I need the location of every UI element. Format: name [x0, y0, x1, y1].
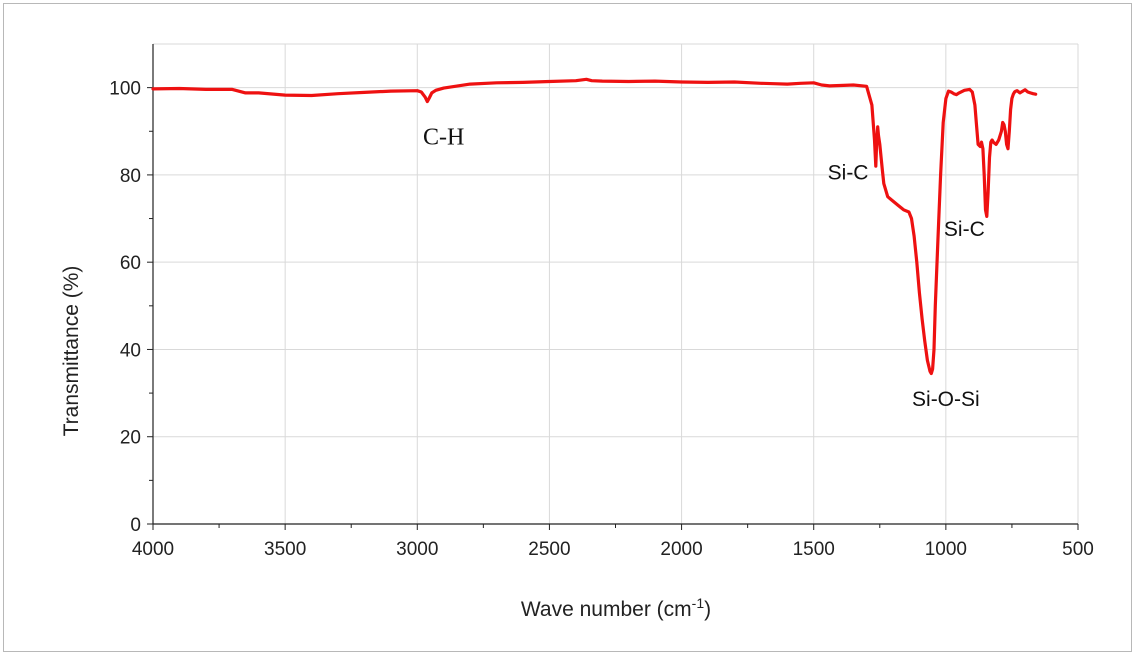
x-tick-label: 1000 [925, 539, 967, 560]
x-axis-label-suffix: ) [704, 598, 711, 621]
x-tick-label: 2000 [660, 539, 702, 560]
y-tick-label: 0 [130, 515, 141, 536]
y-tick-label: 20 [120, 428, 141, 449]
tick-labels: 4000 3500 3000 2500 2000 1500 1000 500 0 20 40 60 80… [109, 79, 1094, 560]
peak-annotation: Si-O-Si [912, 388, 980, 411]
y-tick-label: 80 [120, 166, 141, 187]
series-line [151, 77, 1038, 376]
y-axis-label: Transmittance (%) [60, 266, 83, 437]
y-tick-label: 100 [109, 79, 141, 100]
x-axis-label-superscript: -1 [692, 595, 705, 611]
x-tick-label: 1500 [793, 539, 835, 560]
x-axis-label: Wave number (cm-1) [521, 595, 711, 621]
x-tick-label: 500 [1062, 539, 1094, 560]
peak-annotation: C-H [423, 124, 464, 150]
x-tick-label: 3000 [396, 539, 438, 560]
x-axis-label-main: Wave number (cm [521, 598, 692, 621]
x-tick-label: 2500 [528, 539, 570, 560]
x-tick-label: 3500 [264, 539, 306, 560]
peak-annotations: C-H Si-C Si-C Si-O-Si [423, 124, 985, 411]
y-tick-label: 60 [120, 253, 141, 274]
grid-lines [153, 43, 1079, 524]
axes [147, 44, 1079, 530]
peak-annotation: Si-C [828, 161, 869, 184]
peak-annotation: Si-C [944, 218, 985, 241]
series-layer [151, 77, 1038, 376]
y-tick-label: 40 [120, 340, 141, 361]
x-tick-label: 4000 [132, 539, 174, 560]
